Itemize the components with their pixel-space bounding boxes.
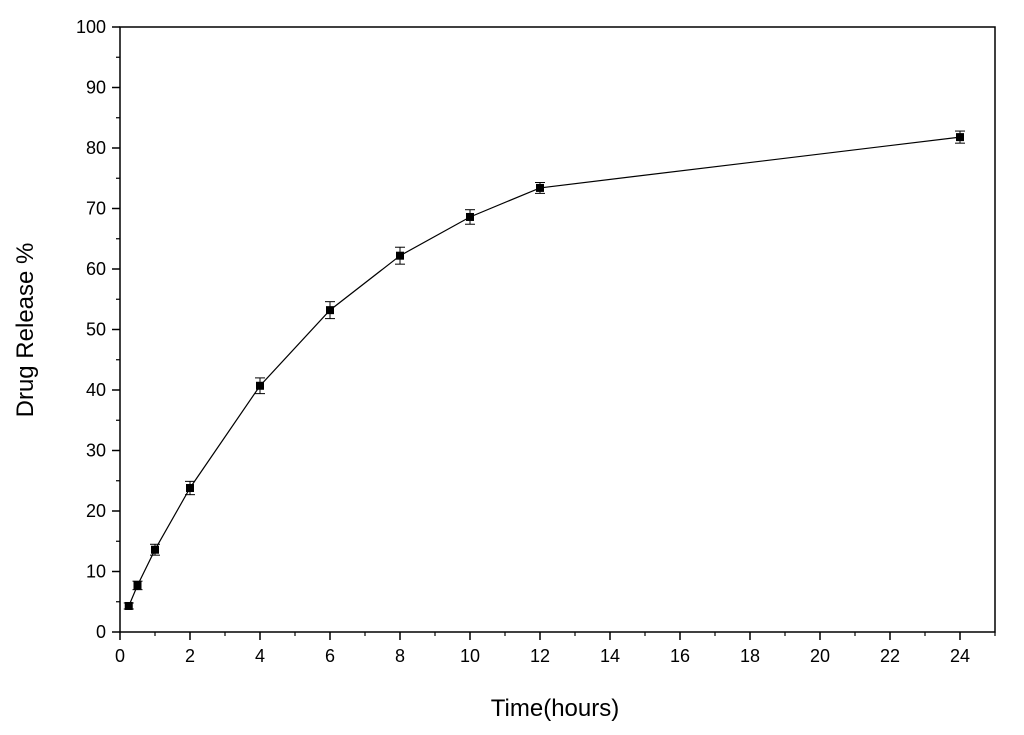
data-point-marker xyxy=(256,381,264,390)
x-tick-label: 0 xyxy=(115,646,125,666)
plot-area-frame xyxy=(119,26,996,633)
x-tick-label: 8 xyxy=(395,646,405,666)
x-tick-label: 10 xyxy=(460,646,480,666)
y-tick-label: 60 xyxy=(86,259,106,279)
x-tick-label: 18 xyxy=(740,646,760,666)
x-tick-label: 6 xyxy=(325,646,335,666)
x-tick-label: 4 xyxy=(255,646,265,666)
x-axis-title: Time(hours) xyxy=(491,695,619,722)
data-point-marker xyxy=(151,545,159,554)
y-tick-label: 20 xyxy=(86,501,106,521)
x-tick-label: 14 xyxy=(600,646,620,666)
data-series xyxy=(123,130,965,610)
data-point-marker xyxy=(326,306,334,315)
x-tick-label: 2 xyxy=(185,646,195,666)
data-point-marker xyxy=(536,183,544,192)
y-axis-ticks: 0 10 20 30 40 50 60 70 80 90 100 xyxy=(76,17,120,642)
x-axis-ticks: 0 2 4 6 8 10 12 14 16 18 20 22 24 xyxy=(115,632,996,666)
x-tick-label: 12 xyxy=(530,646,550,666)
x-tick-label: 20 xyxy=(810,646,830,666)
y-tick-label: 30 xyxy=(86,441,106,461)
y-tick-label: 40 xyxy=(86,380,106,400)
y-tick-label: 70 xyxy=(86,199,106,219)
data-point-marker xyxy=(466,212,474,221)
y-axis-title: Drug Release % xyxy=(12,243,39,418)
data-point-marker xyxy=(956,133,964,142)
y-tick-label: 10 xyxy=(86,562,106,582)
data-point-marker xyxy=(186,484,194,493)
x-tick-label: 16 xyxy=(670,646,690,666)
data-point-marker xyxy=(124,601,133,610)
y-tick-label: 0 xyxy=(96,622,106,642)
data-point-marker xyxy=(396,251,404,260)
data-point-marker xyxy=(133,581,142,590)
y-tick-label: 100 xyxy=(76,17,106,37)
y-tick-label: 50 xyxy=(86,320,106,340)
series-line xyxy=(128,136,961,607)
x-tick-label: 22 xyxy=(880,646,900,666)
y-tick-label: 80 xyxy=(86,138,106,158)
y-tick-label: 90 xyxy=(86,78,106,98)
x-tick-label: 24 xyxy=(950,646,970,666)
